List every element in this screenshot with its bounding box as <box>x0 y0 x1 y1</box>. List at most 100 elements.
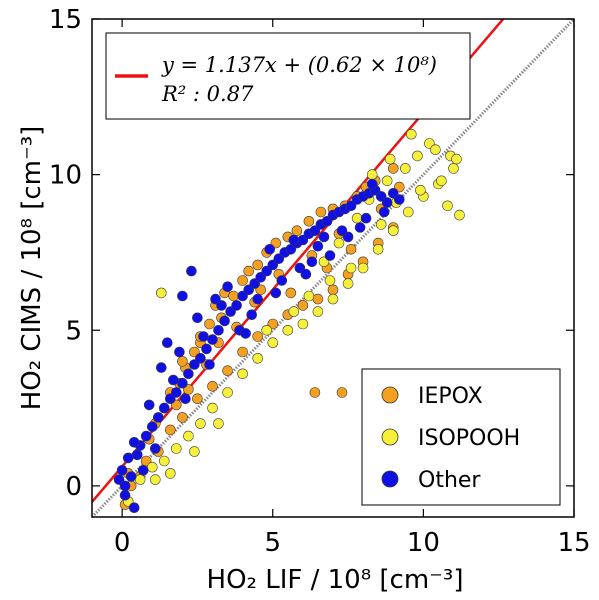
point-other <box>186 265 197 277</box>
point-other <box>128 502 140 514</box>
point-isopooh <box>387 225 399 236</box>
point-other <box>171 387 182 398</box>
point-isopooh <box>150 474 161 485</box>
x-tick-label: 0 <box>114 528 131 558</box>
point-other <box>183 368 194 380</box>
point-other <box>174 346 185 358</box>
point-isopooh <box>375 219 387 230</box>
point-isopooh <box>415 184 426 196</box>
point-iepox <box>243 265 254 277</box>
point-isopooh <box>282 324 294 336</box>
point-other <box>213 324 224 336</box>
point-other <box>336 225 348 236</box>
point-isopooh <box>189 446 200 457</box>
point-other <box>222 281 233 293</box>
point-other <box>219 315 230 327</box>
point-iepox <box>228 290 239 302</box>
point-other <box>177 290 188 302</box>
y-tick-label: 5 <box>65 316 82 346</box>
point-other <box>159 402 170 414</box>
point-iepox <box>285 287 297 299</box>
axis-ticks: 0 5 10 15 0 5 10 15 <box>49 5 591 558</box>
point-isopooh <box>222 387 233 398</box>
point-other <box>270 287 282 299</box>
point-other <box>150 443 161 454</box>
point-isopooh <box>372 244 384 255</box>
point-isopooh <box>165 468 176 479</box>
point-other <box>360 212 372 224</box>
point-isopooh <box>366 169 378 180</box>
point-isopooh <box>442 200 453 212</box>
point-other <box>198 331 209 342</box>
point-isopooh <box>357 262 369 274</box>
point-isopooh <box>405 128 417 140</box>
point-other <box>207 334 218 345</box>
point-other <box>240 328 251 339</box>
point-other <box>312 240 324 252</box>
point-other <box>324 250 336 261</box>
point-other <box>195 352 206 364</box>
point-iepox <box>297 300 309 311</box>
point-other <box>119 489 131 501</box>
point-isopooh <box>195 418 206 429</box>
point-iepox <box>327 284 339 296</box>
point-isopooh <box>288 306 300 317</box>
y-axis-label: HO₂ CIMS / 10⁸ [cm⁻³] <box>17 126 47 411</box>
point-other <box>318 231 330 243</box>
point-isopooh <box>430 144 441 155</box>
point-isopooh <box>156 287 167 299</box>
point-isopooh <box>267 337 279 349</box>
y-tick-label: 10 <box>49 161 82 191</box>
point-isopooh <box>213 418 224 429</box>
point-other <box>306 256 318 268</box>
point-iepox <box>345 244 357 255</box>
point-isopooh <box>451 153 462 165</box>
point-isopooh <box>436 175 447 187</box>
point-other <box>381 197 393 208</box>
point-isopooh <box>147 461 158 473</box>
fit-legend-box <box>105 32 471 120</box>
point-isopooh <box>381 175 393 187</box>
legend-marker-isopooh <box>381 428 399 446</box>
point-iepox <box>177 356 188 367</box>
legend-label-isopooh: ISOPOOH <box>418 426 520 451</box>
point-other <box>119 480 131 492</box>
point-iepox <box>237 346 248 358</box>
point-other <box>276 275 288 286</box>
point-other <box>180 393 191 405</box>
point-iepox <box>252 331 264 342</box>
point-other <box>143 399 155 411</box>
point-isopooh <box>345 262 357 274</box>
point-iepox <box>252 259 264 271</box>
point-isopooh <box>324 275 336 286</box>
point-isopooh <box>399 163 411 174</box>
point-isopooh <box>412 150 423 162</box>
point-iepox <box>207 380 218 392</box>
point-isopooh <box>297 318 309 330</box>
point-iepox <box>315 206 327 218</box>
fit-equation: y = 1.137x + (0.62 × 10⁸) <box>161 53 437 77</box>
point-other <box>210 293 221 305</box>
point-iepox <box>192 393 203 405</box>
point-isopooh <box>159 455 170 467</box>
series-legend: IEPOX ISOPOOH Other <box>361 368 561 506</box>
legend-label-other: Other <box>418 468 481 493</box>
point-other <box>378 206 390 218</box>
point-other <box>366 178 378 190</box>
point-isopooh <box>183 430 194 442</box>
point-iepox <box>387 163 399 174</box>
point-other <box>393 194 405 205</box>
point-isopooh <box>261 324 273 336</box>
point-isopooh <box>448 163 459 174</box>
point-isopooh <box>237 368 248 380</box>
point-iepox <box>312 293 324 305</box>
point-other <box>300 268 312 280</box>
point-other <box>252 293 264 305</box>
legend-marker-iepox <box>381 386 399 404</box>
point-isopooh <box>252 352 264 364</box>
data-points <box>113 128 465 514</box>
point-isopooh <box>171 443 182 454</box>
point-other <box>192 312 203 324</box>
point-other <box>116 464 128 476</box>
